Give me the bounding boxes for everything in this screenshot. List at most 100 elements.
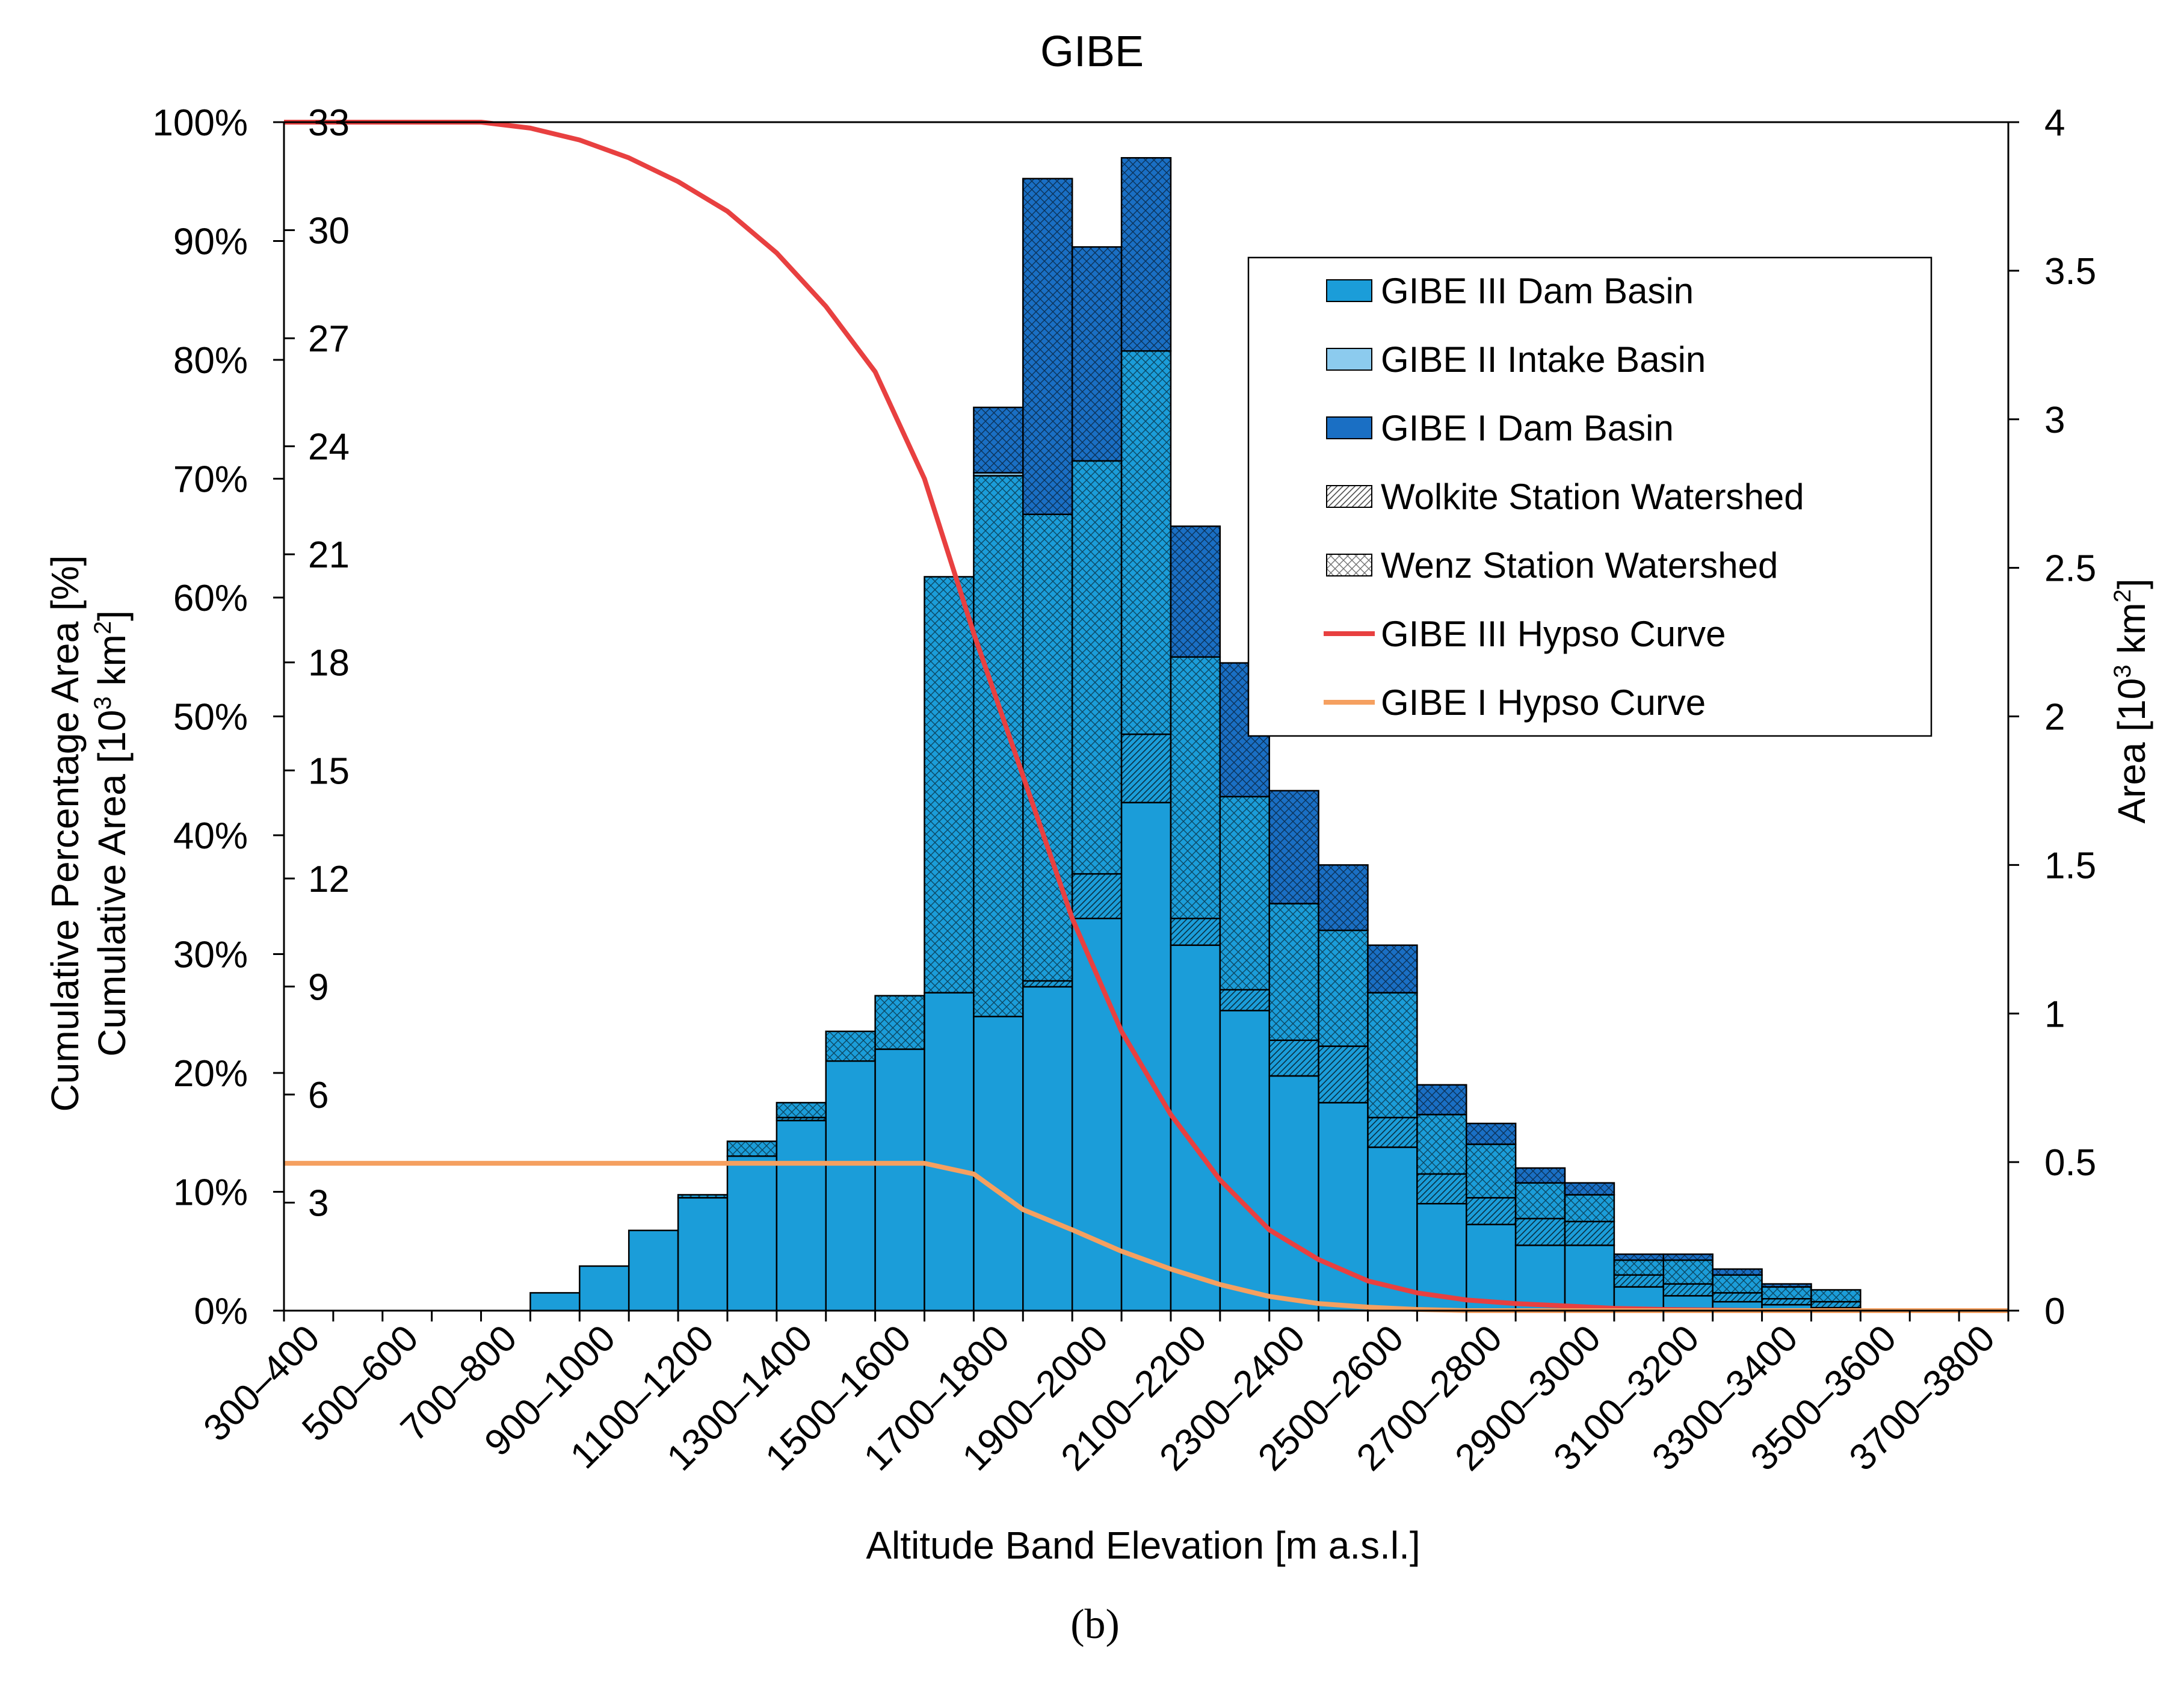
- bar-hatch-cross: [825, 1031, 875, 1062]
- bar-hatch-cross: [1023, 178, 1073, 515]
- bar-segment: [1120, 733, 1172, 803]
- bar-segment: [1071, 460, 1123, 875]
- y-inner-tick-label: 18: [308, 643, 350, 684]
- y-left-tick-label: 50%: [173, 697, 248, 738]
- bar-segment: [1120, 157, 1172, 352]
- bar-hatch-cross: [1269, 903, 1319, 1040]
- bar-segment: [579, 1265, 630, 1312]
- bar-segment: [874, 995, 925, 1050]
- bar-segment: [1662, 1253, 1714, 1261]
- bar-hatch-cross: [1417, 1084, 1467, 1115]
- bar-segment: [677, 1197, 729, 1312]
- y-left-tick-label: 90%: [173, 221, 248, 263]
- bar-hatch-diagonal: [1565, 1221, 1614, 1246]
- bar-hatch-diagonal: [1516, 1218, 1566, 1246]
- bar-hatch-diagonal: [1269, 1040, 1319, 1076]
- y-inner-tick-label: 15: [308, 750, 350, 792]
- bar-hatch-cross: [1466, 1144, 1516, 1198]
- bar-hatch-cross: [1072, 247, 1122, 461]
- bar-hatch-diagonal: [1762, 1299, 1812, 1305]
- y-left-tick-label: 20%: [173, 1053, 248, 1095]
- bar-segment: [1564, 1182, 1615, 1196]
- legend-swatch-cross: [1327, 554, 1372, 576]
- bar-segment: [1810, 1300, 1862, 1309]
- bar-hatch-diagonal: [1712, 1293, 1762, 1302]
- bar-fill: [1268, 1075, 1319, 1312]
- bar-segment: [1416, 1084, 1467, 1116]
- bar-hatch-cross: [1663, 1260, 1713, 1284]
- bar-hatch-cross: [1712, 1269, 1762, 1275]
- y-right-tick-label: 4: [2044, 102, 2065, 144]
- y-inner-tick-label: 12: [308, 859, 350, 900]
- bar-segment: [1712, 1292, 1763, 1303]
- bar-hatch-cross: [1614, 1260, 1664, 1275]
- bar-segment: [529, 1292, 581, 1312]
- bar-fill: [1514, 1244, 1566, 1312]
- bar-segment: [1367, 944, 1418, 994]
- bar-hatch-diagonal: [1220, 989, 1269, 1011]
- bar-segment: [1318, 929, 1369, 1047]
- y-inner-tick-label: 21: [308, 534, 350, 576]
- bar-segment: [1120, 350, 1172, 735]
- legend-label: Wolkite Station Watershed: [1381, 477, 1804, 517]
- bar-hatch-diagonal: [1614, 1275, 1664, 1287]
- bar-hatch-diagonal: [1121, 734, 1171, 803]
- y-right-tick-label: 1.5: [2044, 845, 2096, 886]
- bar-segment: [1810, 1289, 1862, 1303]
- bar-hatch-cross: [973, 475, 1023, 1017]
- legend-label: GIBE II Intake Basin: [1381, 339, 1706, 380]
- bar-fill: [628, 1229, 679, 1312]
- y-inner-tick-label: 6: [308, 1075, 329, 1116]
- bar-hatch-diagonal: [1318, 1046, 1368, 1103]
- y-right-tick-label: 2: [2044, 697, 2065, 738]
- bar-hatch-cross: [1220, 796, 1269, 990]
- bar-hatch-cross: [1811, 1290, 1861, 1302]
- bar-hatch-cross: [1368, 945, 1417, 993]
- bar-segment: [924, 576, 975, 994]
- bars-group: [529, 157, 1862, 1312]
- bar-segment: [1564, 1244, 1615, 1312]
- y-right-tick-label: 1: [2044, 994, 2065, 1035]
- bar-fill: [529, 1292, 581, 1312]
- bar-hatch-diagonal: [1466, 1198, 1516, 1225]
- bar-hatch-cross: [1762, 1284, 1812, 1287]
- bar-segment: [1712, 1274, 1763, 1294]
- bar-fill: [825, 1060, 876, 1312]
- bar-segment: [1022, 986, 1073, 1312]
- bar-hatch-cross: [776, 1102, 826, 1118]
- bar-hatch-cross: [1023, 514, 1073, 981]
- y-right-tick-label: 0.5: [2044, 1142, 2096, 1184]
- bar-segment: [1367, 1116, 1418, 1148]
- y-inner-tick-label: 3: [308, 1182, 329, 1224]
- bar-segment: [1071, 246, 1123, 462]
- bar-segment: [1268, 1075, 1319, 1312]
- bar-segment: [1662, 1283, 1714, 1297]
- y-left-tick-label: 60%: [173, 578, 248, 619]
- bar-segment: [1564, 1220, 1615, 1246]
- bar-segment: [825, 1030, 876, 1062]
- bar-fill: [1466, 1223, 1517, 1312]
- panel-label: (b): [1070, 1601, 1120, 1648]
- bar-segment: [1761, 1298, 1812, 1306]
- y-left-tick-label: 0%: [194, 1291, 248, 1332]
- chart-title: GIBE: [1040, 28, 1144, 76]
- bar-segment: [1318, 1045, 1369, 1104]
- y-right-tick-label: 3: [2044, 400, 2065, 441]
- y-inner-tick-label: 33: [308, 102, 350, 144]
- y-right-tick-label: 0: [2044, 1291, 2065, 1332]
- bar-segment: [1022, 178, 1073, 515]
- bar-hatch-cross: [973, 407, 1023, 473]
- legend-swatch: [1326, 416, 1372, 439]
- y-right-tick-label: 3.5: [2044, 251, 2096, 292]
- y-left-tick-label: 100%: [152, 102, 248, 144]
- bar-segment: [677, 1194, 729, 1199]
- bar-segment: [1022, 513, 1073, 982]
- bar-segment: [973, 1015, 1024, 1312]
- bar-segment: [973, 406, 1024, 474]
- y-left-tick-label: 40%: [173, 815, 248, 857]
- bar-fill: [579, 1265, 630, 1312]
- bar-segment: [1613, 1259, 1665, 1276]
- y-left-tick-label: 30%: [173, 935, 248, 976]
- bar-fill: [924, 992, 975, 1312]
